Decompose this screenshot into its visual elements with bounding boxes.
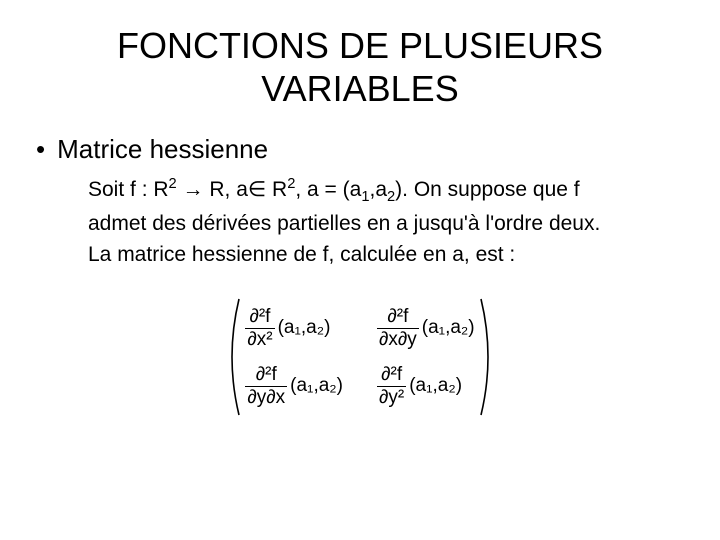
fraction: ∂²f ∂x∂y: [377, 307, 419, 350]
fraction-num: ∂²f: [379, 365, 404, 385]
body-line-2: admet des dérivées partielles en a jusqu…: [88, 210, 668, 238]
bullet-label: Matrice hessienne: [57, 134, 268, 165]
text-frag: R: [266, 178, 287, 201]
fraction: ∂²f ∂x²: [245, 307, 274, 350]
matrix-entry-22: ∂²f ∂y² (a₁,a₂): [377, 363, 475, 409]
text-frag: ). On suppose que f: [395, 178, 579, 201]
page-title: FONCTIONS DE PLUSIEURS VARIABLES: [32, 24, 688, 110]
element-of-symbol: ∈: [248, 178, 266, 201]
fraction-num: ∂²f: [254, 365, 279, 385]
hessian-matrix: ∂²f ∂x² (a₁,a₂) ∂²f ∂x∂y (a₁,a₂) ∂²f: [32, 297, 688, 417]
text-frag: Soit f : R: [88, 178, 169, 201]
body-paragraph: Soit f : R2 → R, a∈ R2, a = (a1,a2). On …: [88, 175, 668, 269]
fraction-den: ∂y∂x: [245, 388, 287, 408]
superscript: 2: [169, 176, 177, 192]
title-line-1: FONCTIONS DE PLUSIEURS: [117, 25, 603, 66]
bullet-item: • Matrice hessienne: [32, 134, 688, 165]
fraction-num: ∂²f: [385, 307, 410, 327]
entry-args: (a₁,a₂): [290, 375, 343, 397]
fraction-den: ∂y²: [377, 388, 406, 408]
bullet-dot-icon: •: [36, 134, 45, 165]
entry-args: (a₁,a₂): [409, 375, 462, 397]
matrix-entry-11: ∂²f ∂x² (a₁,a₂): [245, 305, 343, 351]
text-frag: ,a: [369, 178, 387, 201]
fraction-den: ∂x∂y: [377, 330, 419, 350]
entry-args: (a₁,a₂): [422, 317, 475, 339]
title-line-2: VARIABLES: [261, 68, 458, 109]
text-frag: → R, a: [177, 178, 248, 201]
body-line-3: La matrice hessienne de f, calculée en a…: [88, 241, 668, 269]
text-frag: , a = (a: [295, 178, 361, 201]
body-line-1: Soit f : R2 → R, a∈ R2, a = (a1,a2). On …: [88, 175, 668, 208]
matrix-entry-12: ∂²f ∂x∂y (a₁,a₂): [377, 305, 475, 351]
fraction-num: ∂²f: [247, 307, 272, 327]
matrix-entry-21: ∂²f ∂y∂x (a₁,a₂): [245, 363, 343, 409]
entry-args: (a₁,a₂): [278, 317, 331, 339]
fraction-den: ∂x²: [245, 330, 274, 350]
left-paren-icon: [223, 297, 243, 417]
right-paren-icon: [477, 297, 497, 417]
subscript: 2: [387, 190, 395, 206]
fraction: ∂²f ∂y²: [377, 365, 406, 408]
matrix-body: ∂²f ∂x² (a₁,a₂) ∂²f ∂x∂y (a₁,a₂) ∂²f: [243, 297, 476, 417]
fraction: ∂²f ∂y∂x: [245, 365, 287, 408]
